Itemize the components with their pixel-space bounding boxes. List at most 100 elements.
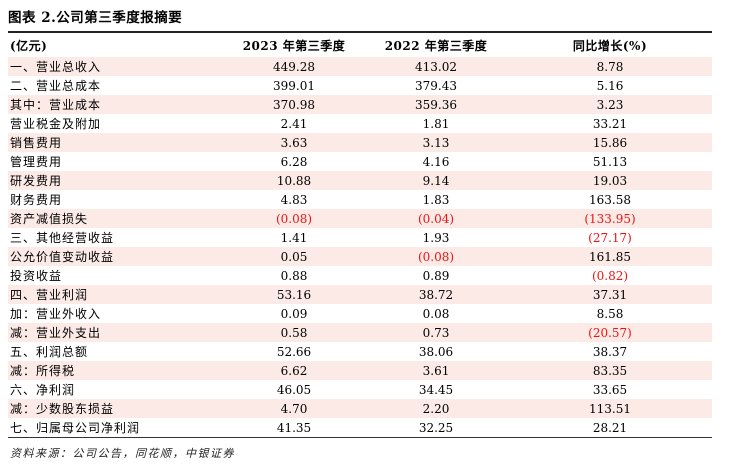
value-q3-2022: 34.45 bbox=[418, 382, 454, 397]
value-yoy: 19.03 bbox=[592, 173, 628, 188]
value-q3-2023: 53.16 bbox=[276, 287, 312, 302]
source-note: 资料来源：公司公告，同花顺，中银证券 bbox=[10, 447, 235, 460]
value-q3-2023: 0.88 bbox=[280, 268, 308, 283]
table-row: 减：少数股东损益 4.70 2.20 113.51 bbox=[8, 399, 712, 418]
value-q3-2023: 0.58 bbox=[280, 325, 308, 340]
value-q3-2023: 6.28 bbox=[280, 154, 308, 169]
value-q3-2022: 4.16 bbox=[422, 154, 450, 169]
row-label: 公允价值变动收益 bbox=[10, 250, 115, 264]
value-q3-2023: 6.62 bbox=[280, 363, 308, 378]
value-yoy: 113.51 bbox=[589, 401, 631, 416]
value-q3-2023: 370.98 bbox=[273, 97, 315, 112]
table-row: 减：所得税 6.62 3.61 83.35 bbox=[8, 361, 712, 380]
value-q3-2022: 9.14 bbox=[422, 173, 450, 188]
row-label: 资产减值损失 bbox=[10, 212, 89, 226]
value-yoy: 51.13 bbox=[592, 154, 628, 169]
table-row: 公允价值变动收益 0.05 (0.08) 161.85 bbox=[8, 247, 712, 266]
table-row: 资产减值损失 (0.08) (0.04) (133.95) bbox=[8, 209, 712, 228]
table-row: 五、利润总额 52.66 38.06 38.37 bbox=[8, 342, 712, 361]
value-yoy: 5.16 bbox=[596, 78, 624, 93]
table-body: 一、营业总收入 449.28 413.02 8.78 二、营业总成本 399.0… bbox=[8, 57, 712, 438]
value-q3-2022: 2.20 bbox=[422, 401, 450, 416]
value-q3-2022: 0.73 bbox=[422, 325, 450, 340]
value-q3-2023: 449.28 bbox=[273, 59, 315, 74]
table-row: 四、营业利润 53.16 38.72 37.31 bbox=[8, 285, 712, 304]
row-label: 减：少数股东损益 bbox=[10, 402, 115, 416]
value-q3-2023: 46.05 bbox=[276, 382, 312, 397]
table-row: 二、营业总成本 399.01 379.43 5.16 bbox=[8, 76, 712, 95]
row-label: 五、利润总额 bbox=[10, 345, 89, 359]
row-label: 六、净利润 bbox=[10, 383, 76, 397]
header-row: (亿元) 2023 年第三季度 2022 年第三季度 同比增长(%) bbox=[8, 33, 712, 57]
value-yoy: 8.58 bbox=[596, 306, 624, 321]
table-header: (亿元) 2023 年第三季度 2022 年第三季度 同比增长(%) bbox=[8, 33, 712, 57]
quarterly-financial-table: (亿元) 2023 年第三季度 2022 年第三季度 同比增长(%) 一、营业总… bbox=[8, 33, 712, 438]
value-yoy: 15.86 bbox=[592, 135, 628, 150]
value-q3-2023: 0.05 bbox=[280, 249, 308, 264]
value-q3-2022: 0.89 bbox=[422, 268, 450, 283]
value-yoy: 83.35 bbox=[592, 363, 628, 378]
value-yoy: (133.95) bbox=[584, 211, 636, 226]
value-yoy: (27.17) bbox=[588, 230, 632, 245]
table-row: 减：营业外支出 0.58 0.73 (20.57) bbox=[8, 323, 712, 342]
row-label: 研发费用 bbox=[10, 174, 63, 188]
table-row: 管理费用 6.28 4.16 51.13 bbox=[8, 152, 712, 171]
header-yoy-growth: 同比增长(%) bbox=[572, 38, 648, 53]
figure-title: 图表 2.公司第三季度报摘要 bbox=[8, 0, 712, 33]
value-q3-2022: (0.08) bbox=[417, 249, 455, 264]
row-label: 七、归属母公司净利润 bbox=[10, 421, 141, 435]
value-q3-2023: 4.70 bbox=[280, 401, 308, 416]
table-row: 销售费用 3.63 3.13 15.86 bbox=[8, 133, 712, 152]
value-yoy: 161.85 bbox=[589, 249, 631, 264]
value-yoy: 33.65 bbox=[592, 382, 628, 397]
row-label: 一、营业总收入 bbox=[10, 60, 102, 74]
value-yoy: 37.31 bbox=[592, 287, 628, 302]
value-q3-2022: 3.61 bbox=[422, 363, 450, 378]
row-label: 二、营业总成本 bbox=[10, 79, 102, 93]
value-q3-2022: 38.06 bbox=[418, 344, 454, 359]
row-label: 三、其他经营收益 bbox=[10, 231, 115, 245]
table-row: 研发费用 10.88 9.14 19.03 bbox=[8, 171, 712, 190]
value-q3-2023: 4.83 bbox=[280, 192, 308, 207]
value-yoy: 8.78 bbox=[596, 59, 624, 74]
value-q3-2022: 3.13 bbox=[422, 135, 450, 150]
value-yoy: (20.57) bbox=[588, 325, 632, 340]
value-q3-2022: 32.25 bbox=[418, 420, 454, 435]
value-q3-2022: (0.04) bbox=[417, 211, 455, 226]
row-label: 其中：营业成本 bbox=[10, 98, 102, 112]
value-q3-2023: 0.09 bbox=[280, 306, 308, 321]
value-yoy: 28.21 bbox=[592, 420, 628, 435]
row-label: 加：营业外收入 bbox=[10, 307, 102, 321]
value-q3-2022: 0.08 bbox=[422, 306, 450, 321]
table-row: 营业税金及附加 2.41 1.81 33.21 bbox=[8, 114, 712, 133]
value-yoy: 163.58 bbox=[589, 192, 631, 207]
value-yoy: 33.21 bbox=[592, 116, 628, 131]
row-label: 财务费用 bbox=[10, 193, 63, 207]
row-label: 四、营业利润 bbox=[10, 288, 89, 302]
value-q3-2022: 1.81 bbox=[422, 116, 450, 131]
value-q3-2022: 1.83 bbox=[422, 192, 450, 207]
value-q3-2023: (0.08) bbox=[275, 211, 313, 226]
value-q3-2023: 399.01 bbox=[273, 78, 315, 93]
value-q3-2022: 359.36 bbox=[415, 97, 457, 112]
row-label: 减：营业外支出 bbox=[10, 326, 102, 340]
table-row: 六、净利润 46.05 34.45 33.65 bbox=[8, 380, 712, 399]
value-q3-2023: 3.63 bbox=[280, 135, 308, 150]
value-q3-2023: 52.66 bbox=[276, 344, 312, 359]
table-row: 三、其他经营收益 1.41 1.93 (27.17) bbox=[8, 228, 712, 247]
value-q3-2022: 38.72 bbox=[418, 287, 454, 302]
value-q3-2022: 1.93 bbox=[422, 230, 450, 245]
row-label: 营业税金及附加 bbox=[10, 117, 102, 131]
table-row: 财务费用 4.83 1.83 163.58 bbox=[8, 190, 712, 209]
value-q3-2023: 10.88 bbox=[276, 173, 312, 188]
row-label: 销售费用 bbox=[10, 136, 63, 150]
row-label: 减：所得税 bbox=[10, 364, 76, 378]
table-row: 七、归属母公司净利润 41.35 32.25 28.21 bbox=[8, 418, 712, 438]
header-q3-2023: 2023 年第三季度 bbox=[242, 38, 346, 53]
value-q3-2023: 41.35 bbox=[276, 420, 312, 435]
value-yoy: 3.23 bbox=[596, 97, 624, 112]
value-q3-2023: 2.41 bbox=[280, 116, 308, 131]
value-yoy: (0.82) bbox=[591, 268, 629, 283]
table-row: 投资收益 0.88 0.89 (0.82) bbox=[8, 266, 712, 285]
header-unit: (亿元) bbox=[10, 38, 48, 53]
